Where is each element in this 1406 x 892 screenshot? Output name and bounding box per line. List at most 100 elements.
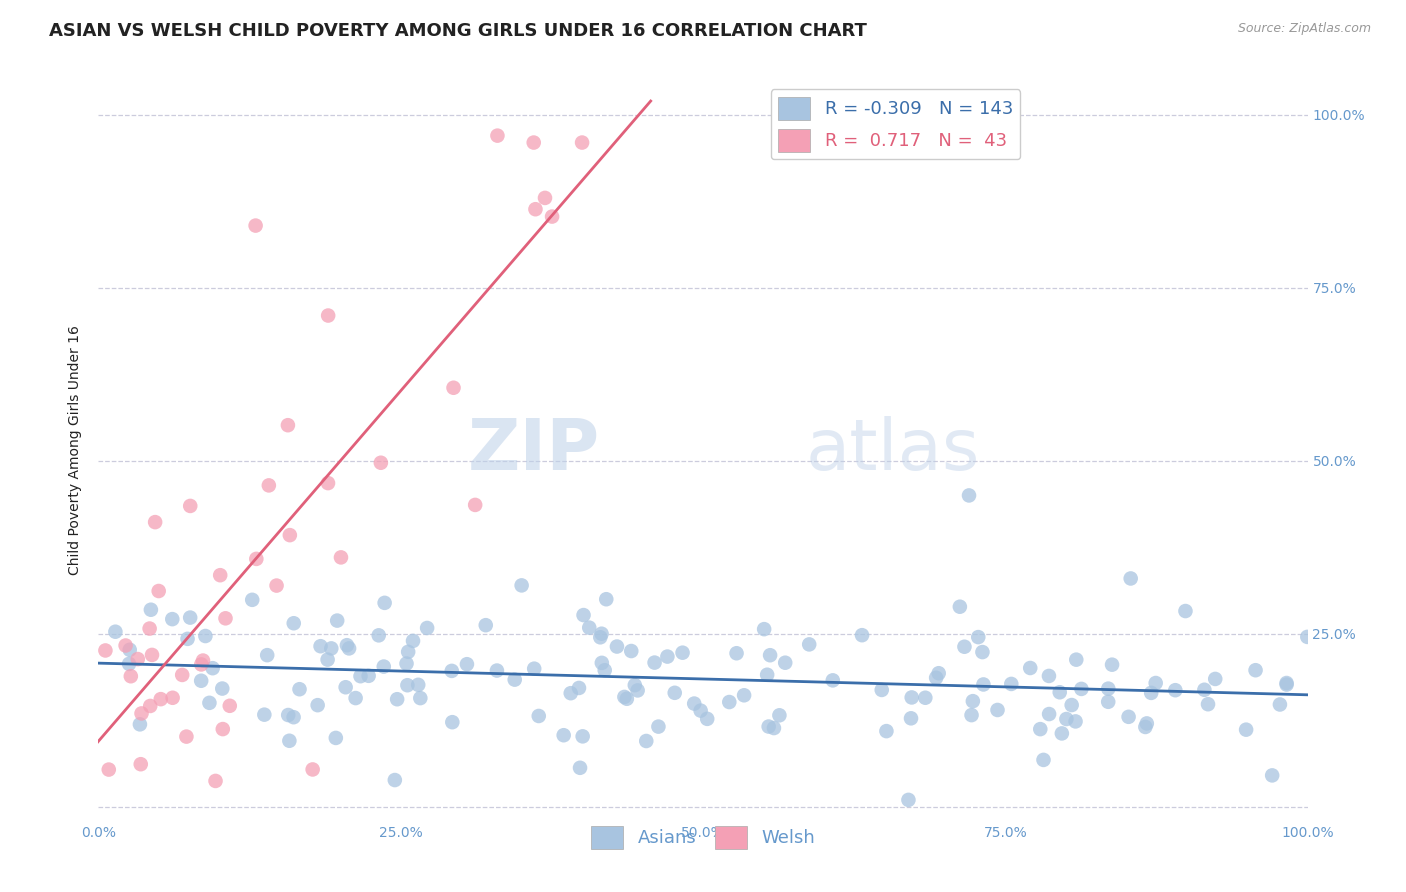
Point bbox=[114, 639, 136, 653]
Point bbox=[571, 136, 593, 150]
Text: atlas: atlas bbox=[806, 416, 980, 485]
Point bbox=[960, 708, 983, 723]
Point bbox=[179, 499, 201, 513]
Point bbox=[97, 763, 120, 777]
Legend: Asians, Welsh: Asians, Welsh bbox=[583, 818, 823, 856]
Point bbox=[534, 191, 557, 205]
Point bbox=[1140, 686, 1163, 700]
Point bbox=[773, 656, 796, 670]
Point bbox=[1050, 726, 1073, 740]
Point bbox=[409, 691, 432, 706]
Point bbox=[613, 690, 636, 704]
Text: Source: ZipAtlas.com: Source: ZipAtlas.com bbox=[1237, 22, 1371, 36]
Point bbox=[752, 622, 775, 636]
Point bbox=[148, 584, 170, 599]
Point bbox=[664, 686, 686, 700]
Point bbox=[288, 682, 311, 697]
Point bbox=[474, 618, 496, 632]
Point bbox=[636, 734, 658, 748]
Point bbox=[627, 683, 650, 698]
Point bbox=[176, 730, 198, 744]
Point bbox=[191, 654, 214, 668]
Point bbox=[503, 673, 526, 687]
Point bbox=[374, 596, 396, 610]
Point bbox=[1174, 604, 1197, 618]
Point bbox=[283, 710, 305, 724]
Point bbox=[1060, 698, 1083, 712]
Point bbox=[240, 592, 263, 607]
Point bbox=[1101, 657, 1123, 672]
Y-axis label: Child Poverty Among Girls Under 16: Child Poverty Among Girls Under 16 bbox=[69, 326, 83, 575]
Point bbox=[593, 663, 616, 677]
Point bbox=[464, 498, 486, 512]
Point bbox=[139, 698, 162, 713]
Point bbox=[336, 638, 359, 652]
Point bbox=[758, 720, 780, 734]
Point bbox=[149, 692, 172, 706]
Point bbox=[141, 648, 163, 662]
Point bbox=[762, 721, 785, 735]
Point bbox=[949, 599, 972, 614]
Point bbox=[395, 657, 418, 671]
Point bbox=[485, 664, 508, 678]
Point bbox=[756, 667, 779, 681]
Point bbox=[416, 621, 439, 635]
Point bbox=[851, 628, 873, 642]
Point bbox=[624, 678, 647, 692]
Point bbox=[1097, 695, 1119, 709]
Point bbox=[330, 550, 353, 565]
Point bbox=[1275, 677, 1298, 691]
Point bbox=[696, 712, 718, 726]
Point bbox=[799, 637, 821, 651]
Point bbox=[357, 669, 380, 683]
Point bbox=[1197, 697, 1219, 711]
Point bbox=[671, 646, 693, 660]
Point bbox=[214, 611, 236, 625]
Point bbox=[406, 678, 429, 692]
Point bbox=[335, 680, 357, 694]
Point bbox=[211, 681, 233, 696]
Point bbox=[162, 612, 184, 626]
Point bbox=[138, 622, 160, 636]
Point bbox=[733, 688, 755, 702]
Point bbox=[1000, 677, 1022, 691]
Point bbox=[560, 686, 582, 700]
Point bbox=[821, 673, 844, 688]
Point bbox=[1204, 672, 1226, 686]
Point bbox=[218, 698, 240, 713]
Point bbox=[486, 128, 509, 143]
Point bbox=[962, 694, 984, 708]
Point bbox=[900, 690, 922, 705]
Point bbox=[1135, 720, 1157, 734]
Point bbox=[591, 626, 613, 640]
Point bbox=[118, 657, 141, 671]
Point bbox=[277, 708, 299, 723]
Point bbox=[986, 703, 1008, 717]
Point bbox=[571, 730, 593, 744]
Point bbox=[683, 697, 706, 711]
Point bbox=[139, 603, 162, 617]
Point bbox=[277, 418, 299, 433]
Point bbox=[768, 708, 790, 723]
Point bbox=[190, 673, 212, 688]
Point bbox=[266, 578, 288, 592]
Point bbox=[118, 642, 141, 657]
Point bbox=[1032, 753, 1054, 767]
Point bbox=[967, 630, 990, 644]
Point bbox=[211, 722, 233, 736]
Point bbox=[572, 608, 595, 623]
Point bbox=[957, 488, 980, 502]
Point bbox=[1164, 683, 1187, 698]
Point bbox=[176, 632, 198, 646]
Point bbox=[510, 578, 533, 592]
Point bbox=[657, 649, 679, 664]
Point bbox=[94, 643, 117, 657]
Point bbox=[1097, 681, 1119, 696]
Point bbox=[162, 690, 184, 705]
Point bbox=[569, 761, 592, 775]
Point bbox=[198, 696, 221, 710]
Point bbox=[326, 614, 349, 628]
Point bbox=[301, 763, 323, 777]
Point bbox=[914, 690, 936, 705]
Point bbox=[384, 772, 406, 787]
